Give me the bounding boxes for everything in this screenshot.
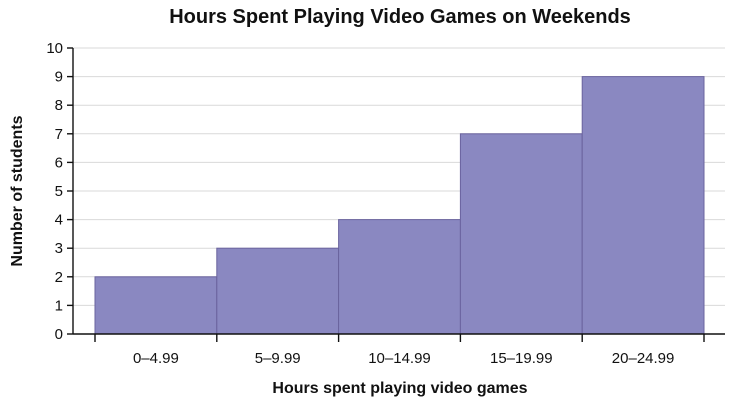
y-tick-label: 9 — [55, 69, 63, 86]
y-tick-label: 0 — [55, 326, 63, 343]
x-tick-label: 15–19.99 — [490, 350, 553, 367]
bar — [216, 247, 340, 335]
x-tick-label: 5–9.99 — [255, 350, 301, 367]
bars — [94, 76, 705, 335]
x-axis-label: Hours spent playing video games — [272, 380, 527, 397]
x-tick-labels: 0–4.99 5–9.99 10–14.99 15–19.99 20–24.99 — [133, 350, 674, 367]
axes — [67, 47, 725, 342]
y-axis-label: Number of students — [9, 115, 26, 266]
bar — [459, 133, 583, 335]
y-tick-label: 1 — [55, 297, 63, 314]
y-tick-label: 5 — [55, 183, 63, 200]
y-tick-label: 8 — [55, 97, 63, 114]
y-tick-labels: 0 1 2 3 4 5 6 7 8 9 10 — [46, 40, 63, 343]
bar — [94, 276, 218, 335]
y-tick-label: 4 — [55, 212, 63, 229]
y-tick-label: 10 — [46, 40, 63, 57]
x-tick-label: 20–24.99 — [612, 350, 675, 367]
x-tick-label: 0–4.99 — [133, 350, 179, 367]
chart-title: Hours Spent Playing Video Games on Weeke… — [169, 6, 631, 28]
y-tick-label: 2 — [55, 269, 63, 286]
y-tick-label: 3 — [55, 240, 63, 257]
y-tick-label: 7 — [55, 126, 63, 143]
bar — [581, 76, 705, 335]
y-tick-label: 6 — [55, 154, 63, 171]
bar — [338, 219, 461, 335]
x-tick-label: 10–14.99 — [368, 350, 431, 367]
